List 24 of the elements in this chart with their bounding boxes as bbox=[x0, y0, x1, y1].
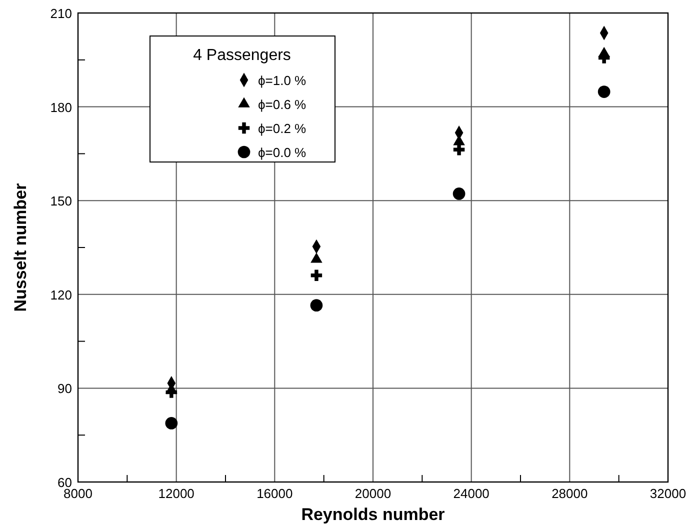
point bbox=[452, 188, 466, 200]
legend-title: 4 Passengers bbox=[193, 47, 291, 64]
y-tick-label: 150 bbox=[50, 194, 72, 209]
legend-label: ϕ=1.0 % bbox=[258, 73, 307, 88]
legend-label: ϕ=0.6 % bbox=[258, 97, 307, 112]
x-tick-label: 24000 bbox=[453, 486, 490, 501]
legend-label: ϕ=0.0 % bbox=[258, 145, 307, 160]
x-tick-label: 32000 bbox=[650, 486, 686, 501]
y-tick-label: 120 bbox=[50, 287, 72, 302]
point bbox=[310, 299, 323, 312]
point bbox=[165, 417, 178, 430]
x-tick-label: 12000 bbox=[158, 486, 194, 501]
y-tick-label: 210 bbox=[50, 6, 72, 21]
y-tick-label: 180 bbox=[50, 100, 72, 115]
point bbox=[598, 86, 610, 98]
x-tick-label: 16000 bbox=[256, 486, 293, 501]
y-tick-label: 90 bbox=[58, 381, 72, 396]
x-tick-label: 28000 bbox=[552, 486, 588, 501]
x-axis-title: Reynolds number bbox=[301, 505, 446, 524]
legend-label: ϕ=0.2 % bbox=[258, 121, 307, 136]
point bbox=[310, 270, 322, 281]
x-tick-label: 20000 bbox=[354, 486, 392, 501]
y-axis-title: Nusselt number bbox=[11, 182, 30, 312]
point bbox=[453, 144, 465, 156]
